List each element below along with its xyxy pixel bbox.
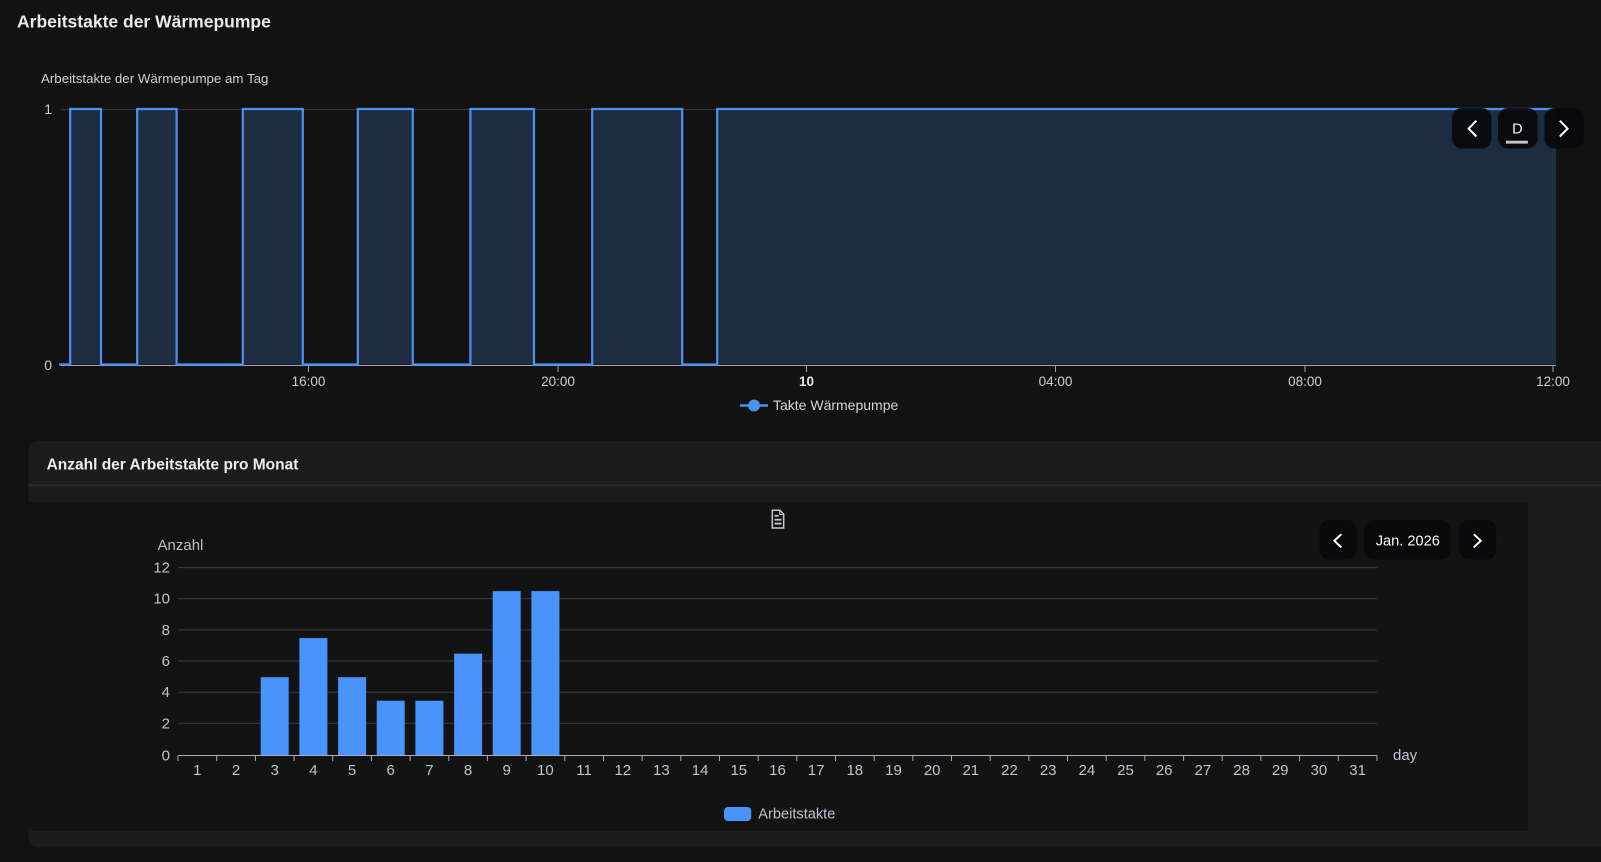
svg-text:Arbeitstakte der Wärmepumpe am: Arbeitstakte der Wärmepumpe am Tag xyxy=(41,71,268,86)
svg-text:2: 2 xyxy=(162,715,170,732)
svg-text:14: 14 xyxy=(692,762,709,779)
svg-text:17: 17 xyxy=(808,762,825,779)
svg-text:10: 10 xyxy=(799,374,814,389)
svg-text:8: 8 xyxy=(162,622,170,639)
svg-text:16: 16 xyxy=(769,762,786,779)
svg-text:16:00: 16:00 xyxy=(292,374,326,389)
svg-text:0: 0 xyxy=(44,357,52,373)
svg-text:25: 25 xyxy=(1117,762,1134,779)
svg-text:0: 0 xyxy=(162,748,170,765)
svg-text:10: 10 xyxy=(153,591,170,608)
svg-text:3: 3 xyxy=(271,762,279,779)
svg-text:04:00: 04:00 xyxy=(1039,374,1073,389)
svg-text:9: 9 xyxy=(503,762,511,779)
svg-text:28: 28 xyxy=(1233,762,1250,779)
svg-text:29: 29 xyxy=(1272,762,1289,779)
svg-text:6: 6 xyxy=(162,653,170,670)
svg-text:4: 4 xyxy=(309,762,317,779)
svg-text:1: 1 xyxy=(193,762,201,779)
svg-text:20: 20 xyxy=(924,762,941,779)
svg-text:Jan. 2026: Jan. 2026 xyxy=(1376,534,1440,550)
svg-text:day: day xyxy=(1393,747,1418,764)
svg-text:12: 12 xyxy=(614,762,631,779)
svg-text:26: 26 xyxy=(1156,762,1173,779)
svg-text:Anzahl: Anzahl xyxy=(158,537,204,554)
svg-text:4: 4 xyxy=(162,684,170,701)
svg-text:5: 5 xyxy=(348,762,356,779)
svg-text:Arbeitstakte der Wärmepumpe: Arbeitstakte der Wärmepumpe xyxy=(17,12,271,32)
svg-text:21: 21 xyxy=(962,762,979,779)
svg-text:Takte Wärmepumpe: Takte Wärmepumpe xyxy=(773,397,898,413)
svg-text:6: 6 xyxy=(387,762,395,779)
svg-text:Anzahl der Arbeitstakte pro Mo: Anzahl der Arbeitstakte pro Monat xyxy=(47,457,299,474)
svg-text:7: 7 xyxy=(425,762,433,779)
svg-text:27: 27 xyxy=(1195,762,1212,779)
svg-text:24: 24 xyxy=(1079,762,1096,779)
svg-text:2: 2 xyxy=(232,762,240,779)
svg-text:08:00: 08:00 xyxy=(1288,374,1322,389)
svg-text:20:00: 20:00 xyxy=(541,374,575,389)
svg-text:12: 12 xyxy=(153,560,170,577)
svg-text:10: 10 xyxy=(537,762,554,779)
svg-text:1: 1 xyxy=(44,101,52,117)
svg-text:18: 18 xyxy=(846,762,863,779)
svg-text:19: 19 xyxy=(885,762,902,779)
svg-text:12:00: 12:00 xyxy=(1536,374,1570,389)
svg-text:13: 13 xyxy=(653,762,670,779)
svg-text:22: 22 xyxy=(1001,762,1018,779)
svg-text:23: 23 xyxy=(1040,762,1057,779)
svg-text:11: 11 xyxy=(576,762,592,779)
svg-text:30: 30 xyxy=(1311,762,1328,779)
svg-text:D: D xyxy=(1512,122,1522,138)
svg-text:Arbeitstakte: Arbeitstakte xyxy=(758,807,835,823)
svg-text:8: 8 xyxy=(464,762,472,779)
svg-text:31: 31 xyxy=(1349,762,1366,779)
svg-text:15: 15 xyxy=(730,762,747,779)
